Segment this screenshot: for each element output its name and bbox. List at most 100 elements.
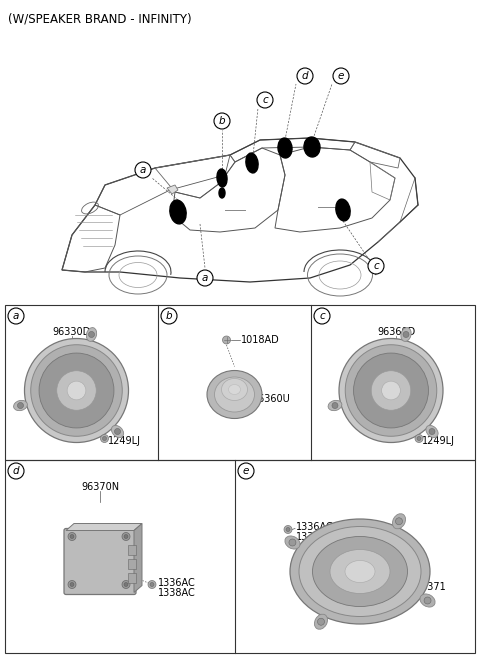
Ellipse shape xyxy=(13,400,27,411)
Text: 1338AC: 1338AC xyxy=(296,533,334,543)
Ellipse shape xyxy=(170,200,186,224)
Ellipse shape xyxy=(217,169,227,187)
Bar xyxy=(128,544,136,554)
Circle shape xyxy=(39,353,114,428)
Polygon shape xyxy=(167,185,178,194)
Circle shape xyxy=(67,381,86,400)
Ellipse shape xyxy=(299,527,421,617)
Circle shape xyxy=(57,371,96,410)
Bar xyxy=(128,558,136,569)
Circle shape xyxy=(150,583,154,586)
Text: a: a xyxy=(13,311,19,321)
Ellipse shape xyxy=(328,400,342,411)
Text: b: b xyxy=(219,116,225,126)
Text: 1338AC: 1338AC xyxy=(158,588,196,598)
Ellipse shape xyxy=(314,614,327,629)
Circle shape xyxy=(24,338,129,443)
Ellipse shape xyxy=(401,327,411,341)
Circle shape xyxy=(122,533,130,541)
Circle shape xyxy=(68,581,76,588)
Circle shape xyxy=(297,68,313,84)
Circle shape xyxy=(314,308,330,324)
Circle shape xyxy=(70,583,74,586)
Bar xyxy=(5,460,475,653)
Circle shape xyxy=(415,434,423,443)
Bar xyxy=(128,573,136,583)
Circle shape xyxy=(354,353,429,428)
Circle shape xyxy=(382,381,400,400)
Circle shape xyxy=(333,68,349,84)
Ellipse shape xyxy=(278,138,292,158)
Circle shape xyxy=(70,535,74,539)
Text: 1249LJ: 1249LJ xyxy=(108,436,141,447)
Circle shape xyxy=(17,403,24,409)
Bar xyxy=(5,305,475,460)
Text: c: c xyxy=(319,311,325,321)
FancyBboxPatch shape xyxy=(64,529,136,594)
Ellipse shape xyxy=(420,594,435,607)
Circle shape xyxy=(317,618,324,625)
Text: 1336AC: 1336AC xyxy=(158,577,196,588)
Circle shape xyxy=(417,436,421,440)
Ellipse shape xyxy=(215,377,254,412)
Circle shape xyxy=(8,308,24,324)
Circle shape xyxy=(68,533,76,541)
Ellipse shape xyxy=(426,426,438,438)
Circle shape xyxy=(124,535,128,539)
Circle shape xyxy=(31,345,122,436)
Polygon shape xyxy=(66,523,142,531)
Text: a: a xyxy=(202,273,208,283)
Text: d: d xyxy=(12,466,19,476)
Circle shape xyxy=(122,581,130,588)
Text: 96371: 96371 xyxy=(415,581,446,592)
Ellipse shape xyxy=(290,519,430,624)
Circle shape xyxy=(161,308,177,324)
Text: a: a xyxy=(140,165,146,175)
Circle shape xyxy=(368,258,384,274)
Circle shape xyxy=(289,539,296,546)
Circle shape xyxy=(257,92,273,108)
Text: c: c xyxy=(262,95,268,105)
Circle shape xyxy=(339,338,443,443)
Circle shape xyxy=(214,113,230,129)
Text: 1018AD: 1018AD xyxy=(240,335,279,345)
Circle shape xyxy=(88,331,95,337)
Text: e: e xyxy=(338,71,344,81)
Ellipse shape xyxy=(285,536,300,549)
Ellipse shape xyxy=(228,384,240,394)
Ellipse shape xyxy=(304,137,320,157)
Text: (W/SPEAKER BRAND - INFINITY): (W/SPEAKER BRAND - INFINITY) xyxy=(8,12,192,25)
Circle shape xyxy=(284,525,292,533)
Ellipse shape xyxy=(221,379,248,401)
Ellipse shape xyxy=(345,560,375,583)
Circle shape xyxy=(403,331,409,337)
Text: 96360U: 96360U xyxy=(252,394,290,405)
Polygon shape xyxy=(134,523,142,592)
Circle shape xyxy=(286,527,290,531)
Text: 96330D: 96330D xyxy=(52,327,91,337)
Text: c: c xyxy=(373,261,379,271)
Circle shape xyxy=(197,270,213,286)
Ellipse shape xyxy=(86,327,96,341)
Circle shape xyxy=(238,463,254,479)
Text: d: d xyxy=(302,71,308,81)
Circle shape xyxy=(396,518,403,525)
Circle shape xyxy=(345,345,437,436)
Circle shape xyxy=(332,403,338,409)
Circle shape xyxy=(100,434,108,443)
Circle shape xyxy=(424,597,431,604)
Circle shape xyxy=(371,371,411,410)
Ellipse shape xyxy=(207,371,262,419)
Text: b: b xyxy=(166,311,172,321)
Circle shape xyxy=(103,436,107,440)
Ellipse shape xyxy=(393,514,406,529)
Text: 96360D: 96360D xyxy=(377,327,415,337)
Ellipse shape xyxy=(336,199,350,221)
Circle shape xyxy=(148,581,156,588)
Text: 1336AC: 1336AC xyxy=(296,522,334,533)
Circle shape xyxy=(124,583,128,586)
Ellipse shape xyxy=(246,153,258,173)
Ellipse shape xyxy=(312,537,408,607)
Circle shape xyxy=(135,162,151,178)
Circle shape xyxy=(8,463,24,479)
